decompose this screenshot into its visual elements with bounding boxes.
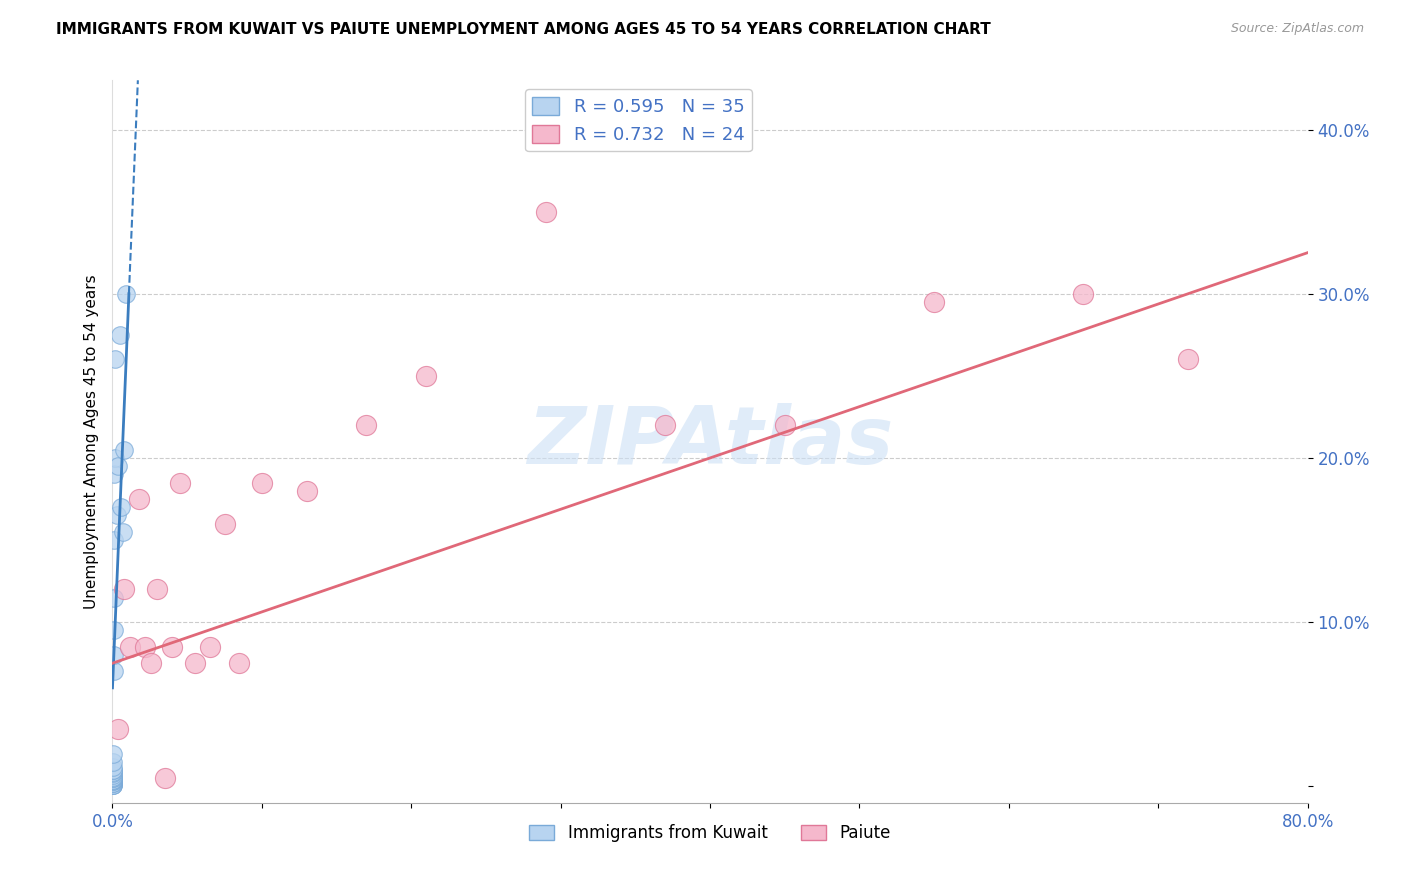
Point [103, 760, 125, 774]
Point [103, 776, 125, 790]
Point [773, 418, 796, 433]
Point [146, 582, 169, 597]
Point [107, 722, 129, 736]
Point [103, 778, 125, 792]
Point [228, 657, 250, 671]
Point [115, 286, 138, 301]
Point [415, 368, 437, 383]
Legend: Immigrants from Kuwait, Paiute: Immigrants from Kuwait, Paiute [523, 817, 897, 848]
Point [103, 755, 125, 769]
Point [103, 771, 125, 785]
Point [103, 768, 125, 782]
Point [1073, 286, 1095, 301]
Point [103, 764, 125, 779]
Point [198, 640, 221, 654]
Point [103, 770, 125, 784]
Point [295, 483, 318, 498]
Text: IMMIGRANTS FROM KUWAIT VS PAIUTE UNEMPLOYMENT AMONG AGES 45 TO 54 YEARS CORRELAT: IMMIGRANTS FROM KUWAIT VS PAIUTE UNEMPLO… [56, 22, 991, 37]
Point [103, 776, 125, 790]
Point [107, 459, 129, 474]
Point [1177, 352, 1199, 367]
Point [356, 418, 378, 433]
Point [103, 771, 125, 785]
Point [103, 624, 125, 638]
Point [110, 500, 132, 515]
Point [103, 763, 125, 777]
Point [103, 591, 125, 605]
Point [111, 524, 134, 539]
Point [108, 327, 131, 342]
Point [214, 516, 236, 531]
Point [103, 747, 125, 761]
Point [103, 778, 125, 792]
Point [103, 766, 125, 780]
Point [104, 450, 127, 465]
Point [103, 665, 125, 679]
Point [534, 204, 557, 219]
Point [103, 774, 125, 789]
Point [103, 648, 125, 662]
Point [103, 774, 125, 789]
Point [153, 771, 176, 785]
Text: Source: ZipAtlas.com: Source: ZipAtlas.com [1230, 22, 1364, 36]
Point [134, 640, 156, 654]
Point [104, 352, 127, 367]
Text: ZIPAtlas: ZIPAtlas [527, 402, 893, 481]
Point [103, 772, 125, 787]
Point [162, 640, 183, 654]
Point [654, 418, 676, 433]
Point [103, 533, 125, 547]
Point [114, 582, 135, 597]
Point [103, 772, 125, 787]
Point [250, 475, 273, 490]
Point [128, 491, 150, 506]
Y-axis label: Unemployment Among Ages 45 to 54 years: Unemployment Among Ages 45 to 54 years [83, 274, 98, 609]
Point [922, 295, 945, 310]
Point [169, 475, 191, 490]
Point [120, 640, 142, 654]
Point [103, 778, 125, 792]
Point [141, 657, 163, 671]
Point [105, 508, 128, 523]
Point [103, 763, 125, 777]
Point [183, 657, 205, 671]
Point [114, 442, 135, 457]
Point [103, 467, 125, 482]
